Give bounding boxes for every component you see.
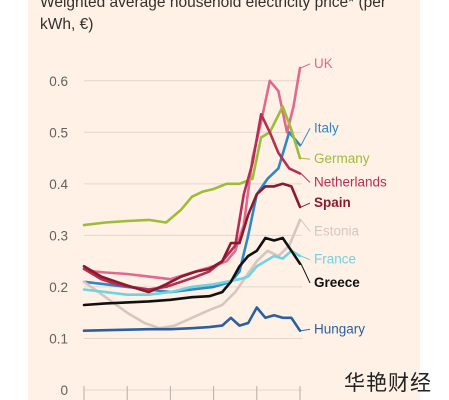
label-leader bbox=[300, 157, 311, 160]
series-label-germany: Germany bbox=[314, 151, 370, 166]
y-tick-label: 0.5 bbox=[49, 125, 68, 140]
y-tick-label: 0.3 bbox=[49, 228, 68, 243]
series-line-netherlands bbox=[82, 113, 302, 291]
label-leader bbox=[300, 202, 311, 208]
grid bbox=[83, 80, 302, 400]
series-lines bbox=[82, 66, 302, 332]
label-leader bbox=[300, 328, 311, 332]
chart-title: Weighted average household electricity p… bbox=[40, 0, 387, 33]
label-leader bbox=[300, 63, 311, 69]
y-tick-label: 0.4 bbox=[49, 177, 68, 192]
series-label-uk: UK bbox=[314, 56, 333, 71]
series-line-italy bbox=[82, 131, 302, 294]
label-leader bbox=[300, 173, 311, 183]
label-leader bbox=[300, 263, 311, 284]
series-label-netherlands: Netherlands bbox=[314, 174, 387, 189]
label-leader bbox=[300, 128, 311, 146]
y-axis: 0 0.1 0.2 0.3 0.4 0.5 0.6 bbox=[49, 74, 68, 398]
label-leader bbox=[300, 255, 311, 261]
y-tick-label: 0.2 bbox=[49, 280, 68, 295]
watermark: 华艳财经 bbox=[344, 371, 432, 395]
series-label-greece: Greece bbox=[314, 275, 360, 290]
series-label-hungary: Hungary bbox=[314, 321, 365, 336]
label-leader bbox=[300, 219, 311, 232]
series-line-uk bbox=[82, 66, 302, 281]
series-line-greece bbox=[82, 236, 302, 307]
series-label-italy: Italy bbox=[314, 120, 339, 135]
y-tick-label: 0 bbox=[60, 383, 68, 398]
y-tick-label: 0.6 bbox=[49, 74, 68, 89]
series-line-spain bbox=[82, 182, 302, 294]
y-tick-label: 0.1 bbox=[49, 331, 68, 346]
chart-panel bbox=[28, 0, 420, 400]
series-labels: UK Italy Germany Netherlands Spain Estonia Fra… bbox=[300, 56, 387, 336]
series-line-germany bbox=[82, 105, 302, 227]
series-line-estonia bbox=[82, 218, 302, 330]
series-label-france: France bbox=[314, 252, 356, 267]
series-label-estonia: Estonia bbox=[314, 223, 360, 238]
series-line-hungary bbox=[82, 306, 302, 332]
series-label-spain: Spain bbox=[314, 195, 351, 210]
